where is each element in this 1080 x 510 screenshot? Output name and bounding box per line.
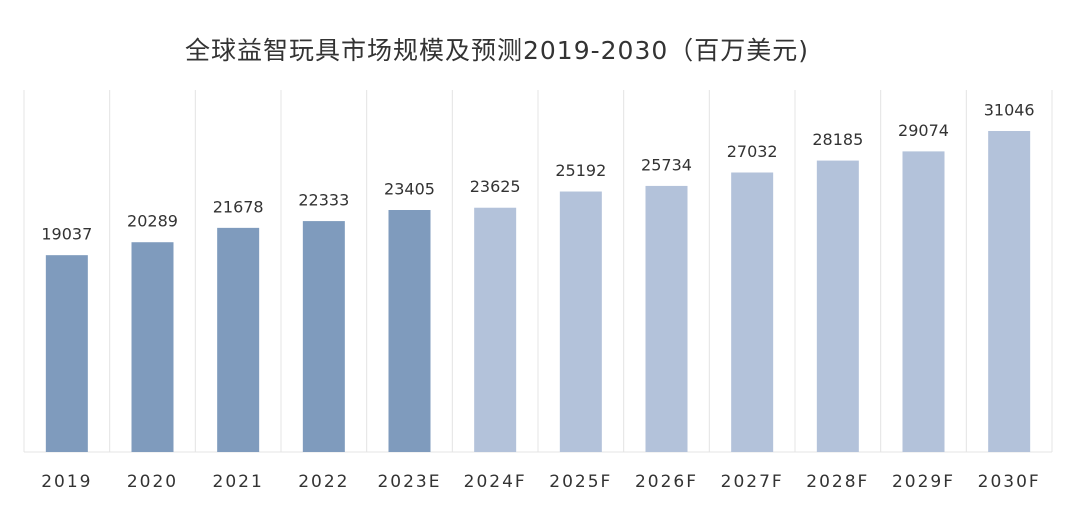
x-tick-label: 2024F bbox=[464, 472, 527, 492]
value-label: 25734 bbox=[641, 155, 692, 174]
bar bbox=[217, 227, 260, 452]
bar bbox=[45, 255, 88, 452]
value-label: 20289 bbox=[127, 212, 178, 231]
x-tick-label: 2026F bbox=[635, 472, 698, 492]
bar bbox=[131, 242, 174, 452]
bar bbox=[559, 191, 602, 452]
value-label: 23625 bbox=[470, 177, 521, 196]
value-label: 21678 bbox=[213, 197, 264, 216]
value-label: 31046 bbox=[984, 101, 1035, 120]
bar bbox=[731, 172, 774, 452]
chart-title: 全球益智玩具市场规模及预测2019-2030（百万美元) bbox=[185, 36, 809, 65]
bar bbox=[474, 207, 517, 452]
value-label: 25192 bbox=[555, 161, 606, 180]
bar bbox=[645, 185, 688, 452]
value-label: 27032 bbox=[727, 142, 778, 161]
value-label: 19037 bbox=[41, 225, 92, 244]
x-tick-label: 2027F bbox=[721, 472, 784, 492]
x-tick-label: 2023E bbox=[377, 472, 441, 492]
value-label: 23405 bbox=[384, 180, 435, 199]
x-tick-label: 2019 bbox=[41, 472, 92, 492]
bar bbox=[988, 131, 1031, 452]
x-tick-label: 2028F bbox=[806, 472, 869, 492]
bar bbox=[388, 210, 431, 452]
x-tick-label: 2025F bbox=[549, 472, 612, 492]
bar bbox=[302, 221, 345, 452]
x-tick-label: 2022 bbox=[298, 472, 349, 492]
x-tick-label: 2021 bbox=[213, 472, 264, 492]
x-tick-label: 2020 bbox=[127, 472, 178, 492]
x-tick-label: 2030F bbox=[978, 472, 1041, 492]
value-label: 22333 bbox=[298, 191, 349, 210]
value-label: 29074 bbox=[898, 121, 949, 140]
bar bbox=[816, 160, 859, 452]
value-label: 28185 bbox=[812, 130, 863, 149]
x-tick-label: 2029F bbox=[892, 472, 955, 492]
bar bbox=[902, 151, 945, 453]
